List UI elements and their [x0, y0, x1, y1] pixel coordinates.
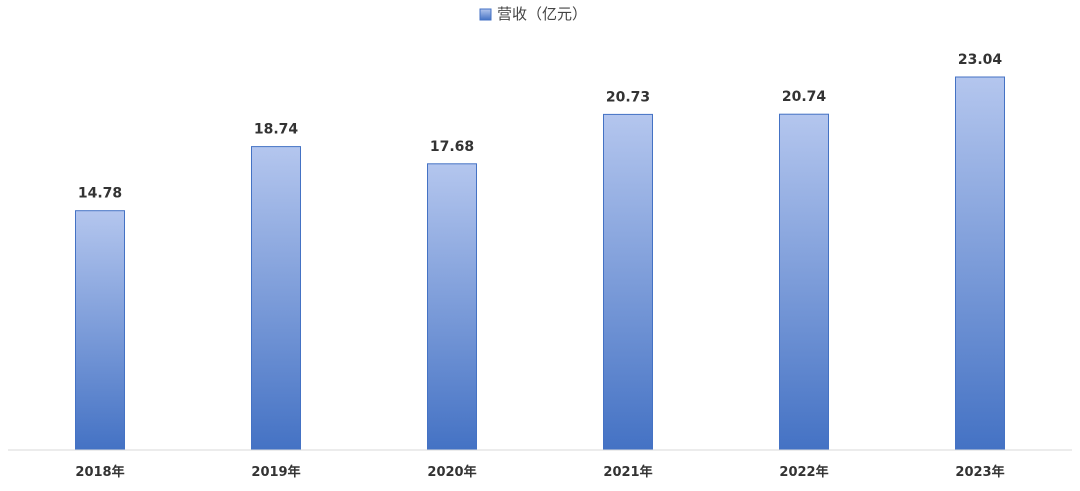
x-tick-label: 2021年: [603, 464, 652, 480]
bars-group: [75, 76, 1005, 451]
x-tick-labels-group: 2018年 2019年 2020年 2021年 2022年 2023年: [75, 464, 1004, 480]
x-tick-label: 2020年: [427, 464, 476, 480]
bar: [75, 210, 125, 451]
data-label: 14.78: [78, 186, 122, 202]
data-label: 20.74: [782, 89, 827, 105]
legend-swatch: [479, 8, 492, 21]
x-tick-label: 2018年: [75, 464, 124, 480]
bar: [603, 113, 653, 451]
legend-label: 营收（亿元）: [497, 5, 587, 23]
data-label: 20.73: [606, 89, 650, 105]
x-tick-label: 2019年: [251, 464, 300, 480]
x-tick-label: 2023年: [955, 464, 1004, 480]
data-label: 18.74: [254, 122, 299, 138]
legend: 营收（亿元）: [479, 5, 587, 23]
bar: [955, 76, 1005, 451]
bar: [779, 113, 829, 451]
bar: [427, 163, 477, 451]
x-tick-label: 2022年: [779, 464, 828, 480]
value-labels-group: 14.78 18.74 17.68 20.73 20.74 23.04: [78, 52, 1003, 202]
data-label: 17.68: [430, 139, 474, 155]
bar: [251, 146, 301, 451]
data-label: 23.04: [958, 52, 1003, 68]
